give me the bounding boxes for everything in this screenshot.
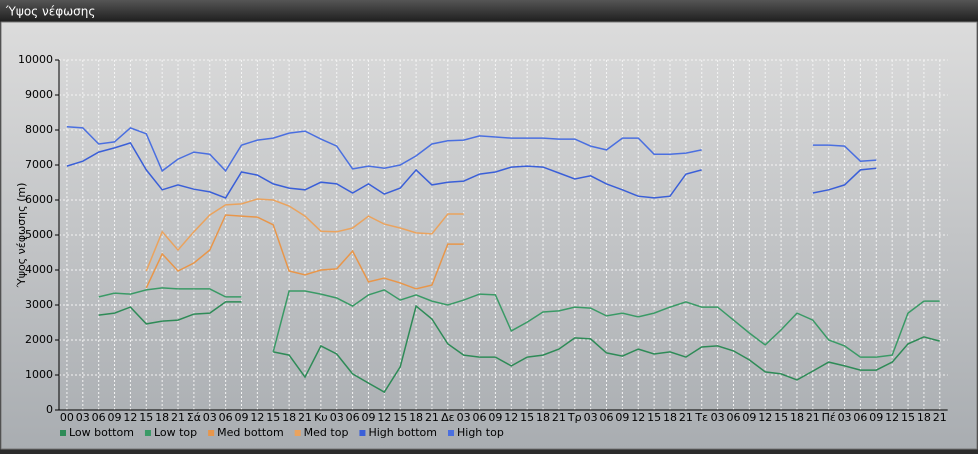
legend-label: High bottom — [368, 426, 437, 439]
x-tick-label: 18 — [917, 411, 931, 424]
x-tick-label: Κυ — [314, 411, 328, 424]
series-line — [98, 287, 940, 358]
x-tick-label: 18 — [790, 411, 804, 424]
x-tick-label: 21 — [171, 411, 185, 424]
x-tick-label: 09 — [742, 411, 756, 424]
y-axis-label: Ύψος νέφωσης (m) — [15, 183, 28, 289]
x-tick-label: 21 — [933, 411, 947, 424]
y-tick-label: 0 — [46, 403, 53, 416]
title-bar — [0, 0, 978, 22]
x-tick-label: 21 — [425, 411, 439, 424]
x-tick-label: 12 — [631, 411, 645, 424]
x-tick-label: Δε — [441, 411, 455, 424]
x-tick-label: 15 — [139, 411, 153, 424]
series-line — [145, 198, 464, 272]
x-tick-label: 03 — [584, 411, 598, 424]
series-line — [145, 214, 464, 290]
x-tick-label: 03 — [76, 411, 90, 424]
x-tick-label: 12 — [250, 411, 264, 424]
x-tick-label: 03 — [330, 411, 344, 424]
y-tick-label: 7000 — [25, 158, 53, 171]
legend-label: High top — [457, 426, 504, 439]
x-tick-label: 12 — [123, 411, 137, 424]
y-tick-label: 2000 — [25, 333, 53, 346]
x-tick-label: 15 — [520, 411, 534, 424]
y-tick-label: 10000 — [18, 53, 53, 66]
x-tick-label: 09 — [615, 411, 629, 424]
series-line — [66, 142, 877, 199]
legend-swatch — [359, 430, 366, 436]
x-tick-label: 06 — [600, 411, 614, 424]
x-tick-label: 15 — [774, 411, 788, 424]
x-tick-label: 15 — [393, 411, 407, 424]
x-tick-label: 09 — [869, 411, 883, 424]
x-tick-label: 09 — [235, 411, 249, 424]
x-tick-label: 15 — [647, 411, 661, 424]
y-tick-label: 3000 — [25, 298, 53, 311]
series-line — [66, 126, 877, 173]
legend-swatch — [208, 430, 215, 436]
x-tick-label: Τρ — [567, 411, 582, 424]
legend-label: Low top — [154, 426, 197, 439]
x-tick-label: 06 — [92, 411, 106, 424]
x-tick-label: 18 — [282, 411, 296, 424]
x-tick-label: 09 — [488, 411, 502, 424]
legend-swatch — [294, 430, 301, 436]
x-tick-label: 18 — [663, 411, 677, 424]
x-tick-label: Σά — [187, 411, 201, 424]
x-tick-label: 15 — [901, 411, 915, 424]
x-tick-label: 18 — [409, 411, 423, 424]
x-tick-label: 21 — [679, 411, 693, 424]
legend-label: Med top — [304, 426, 349, 439]
legend-swatch — [60, 430, 66, 436]
x-tick-label: 15 — [266, 411, 280, 424]
y-tick-label: 8000 — [25, 123, 53, 136]
y-tick-label: 9000 — [25, 88, 53, 101]
x-tick-label: 12 — [377, 411, 391, 424]
window-title: Ύψος νέφωσης — [5, 5, 95, 19]
x-tick-label: Πέ — [822, 411, 836, 424]
x-tick-label: 21 — [298, 411, 312, 424]
legend-swatch — [448, 430, 454, 436]
x-tick-label: 21 — [552, 411, 566, 424]
y-tick-label: 6000 — [25, 193, 53, 206]
x-tick-label: 00 — [60, 411, 74, 424]
x-tick-label: 03 — [838, 411, 852, 424]
y-tick-label: 4000 — [25, 263, 53, 276]
x-tick-label: Τε — [694, 411, 708, 424]
x-tick-label: 12 — [885, 411, 899, 424]
x-tick-label: 06 — [219, 411, 233, 424]
x-tick-label: 06 — [853, 411, 867, 424]
x-tick-label: 03 — [711, 411, 725, 424]
legend-label: Med bottom — [217, 426, 284, 439]
x-tick-label: 18 — [155, 411, 169, 424]
x-tick-label: 06 — [346, 411, 360, 424]
legend-swatch — [144, 430, 151, 436]
x-tick-label: 09 — [108, 411, 122, 424]
y-tick-label: 1000 — [25, 368, 53, 381]
x-tick-label: 12 — [758, 411, 772, 424]
series-line — [98, 301, 940, 394]
x-tick-label: 03 — [457, 411, 471, 424]
x-tick-label: 09 — [361, 411, 375, 424]
legend-label: Low bottom — [69, 426, 134, 439]
y-tick-label: 5000 — [25, 228, 53, 241]
x-tick-label: 03 — [203, 411, 217, 424]
x-tick-label: 21 — [806, 411, 820, 424]
x-tick-label: 12 — [504, 411, 518, 424]
x-tick-label: 06 — [726, 411, 740, 424]
x-tick-label: 18 — [536, 411, 550, 424]
x-tick-label: 06 — [473, 411, 487, 424]
